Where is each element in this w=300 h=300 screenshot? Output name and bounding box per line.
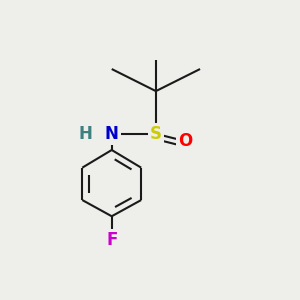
Text: N: N — [105, 125, 119, 143]
Text: F: F — [106, 231, 117, 249]
Text: O: O — [178, 132, 193, 150]
Text: H: H — [78, 125, 92, 143]
Text: S: S — [150, 125, 162, 143]
